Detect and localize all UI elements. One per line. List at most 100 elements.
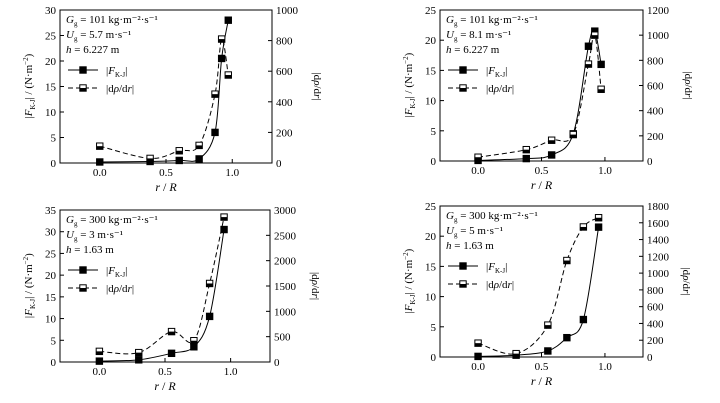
drho-point [195, 141, 203, 150]
y-right-tick-label: 400 [276, 97, 293, 109]
drho-point [569, 130, 577, 139]
x-tick-label: 1.0 [598, 361, 612, 373]
x-tick-label: 0.5 [535, 165, 549, 177]
y-left-tick-label: 0 [51, 158, 57, 170]
y-left-tick-label: 25 [425, 201, 437, 213]
legend-drho-label: |dρ/dr| [106, 283, 134, 295]
legend-fkj-label: |FK-J| [486, 65, 507, 79]
y-left-tick-label: 25 [425, 5, 437, 17]
fkj-point [217, 54, 226, 63]
y-right-tick-label: 1800 [647, 201, 670, 213]
param-h: h = 6.227 m [66, 44, 120, 56]
y-right-tick-label: 1600 [647, 218, 670, 230]
x-tick-label: 0.0 [471, 361, 485, 373]
drho-point [220, 213, 228, 221]
y-left-tick-label: 15 [45, 292, 57, 304]
legend: |FK-J| |dρ/dr| [448, 65, 514, 95]
y-left-tick-label: 10 [425, 292, 437, 304]
x-axis-label: r / R [531, 178, 553, 192]
y-right-tick-label: 0 [276, 158, 282, 170]
param-ug: Ug = 5 m·s⁻¹ [446, 225, 503, 239]
y-left-tick-label: 30 [45, 5, 57, 17]
y-left-tick-label: 5 [51, 335, 57, 347]
legend-fkj-label: |FK-J| [106, 65, 127, 79]
fkj-point [597, 60, 605, 69]
y-left-tick-label: 0 [51, 357, 57, 369]
fkj-curve [99, 229, 225, 362]
param-gg: Gg = 300 kg·m⁻²·s⁻¹ [446, 210, 538, 224]
fkj-point [594, 223, 603, 231]
param-ug: Ug = 3 m·s⁻¹ [66, 229, 123, 243]
x-tick-label: 0.0 [93, 366, 107, 378]
drho-point [594, 214, 603, 222]
y-right-tick-label: 800 [647, 285, 664, 297]
y-left-tick-label: 30 [45, 227, 57, 239]
drho-point [591, 31, 599, 39]
y-left-tick-label: 15 [425, 261, 437, 273]
y-left-tick-label: 25 [45, 248, 57, 260]
drho-point [584, 60, 593, 68]
y-right-axis-label: |dρ/dr| [680, 267, 692, 295]
legend: |FK-J| |dρ/dr| [68, 265, 134, 295]
legend-drho-label: |dρ/dr| [486, 83, 514, 95]
fkj-point [96, 158, 104, 166]
fkj-point [563, 333, 571, 342]
x-axis-label: r / R [154, 379, 176, 393]
drho-point [167, 327, 176, 336]
y-left-tick-label: 5 [431, 126, 437, 138]
x-tick-label: 1.0 [225, 167, 239, 179]
series-drho [474, 31, 605, 161]
y-right-tick-label: 400 [647, 318, 664, 330]
y-left-tick-label: 20 [45, 270, 57, 282]
y-right-tick-label: 600 [647, 81, 664, 93]
param-ug: Ug = 5.7 m·s⁻¹ [66, 29, 131, 43]
y-left-tick-label: 20 [45, 56, 57, 68]
param-h: h = 1.63 m [446, 240, 494, 252]
param-h: h = 1.63 m [66, 244, 114, 256]
y-left-axis-label: |FK-J| / (N·m−2) [402, 248, 417, 314]
y-right-tick-label: 3000 [274, 205, 297, 217]
y-left-tick-label: 5 [431, 322, 437, 334]
y-right-tick-label: 200 [276, 127, 293, 139]
y-right-tick-label: 200 [647, 335, 664, 347]
fkj-point [167, 349, 176, 358]
fkj-point [190, 343, 198, 351]
y-right-tick-label: 1000 [274, 306, 297, 318]
drho-point [135, 348, 143, 357]
y-right-tick-label: 1200 [647, 5, 670, 17]
fkj-point [474, 352, 482, 361]
drho-point [190, 337, 198, 345]
y-right-tick-label: 0 [647, 156, 653, 168]
series-drho [96, 35, 232, 163]
panel-top-left: 0.0 0.5 1.0 0 5 10 15 20 25 30 0 200 400 600 800 1000 r … [22, 5, 323, 194]
y-left-axis-label: |FK-J| / (N·m−2) [22, 253, 37, 319]
y-right-tick-label: 200 [647, 131, 664, 143]
drho-point [205, 279, 214, 288]
fkj-point [544, 347, 552, 355]
param-gg: Gg = 101 kg·m⁻²·s⁻¹ [446, 14, 538, 28]
fkj-point [224, 16, 232, 24]
y-right-tick-label: 2500 [274, 230, 297, 242]
y-left-tick-label: 10 [45, 314, 57, 326]
y-right-tick-label: 1400 [647, 235, 670, 247]
drho-point [95, 347, 104, 356]
legend-fkj-marker [459, 66, 467, 74]
legend-drho-marker [459, 280, 467, 288]
drho-point [597, 85, 605, 93]
y-left-tick-label: 25 [45, 31, 57, 43]
x-tick-label: 0.5 [535, 361, 549, 373]
y-left-tick-label: 35 [45, 205, 57, 217]
panel-bottom-right: 0.0 0.5 1.0 0 5 10 15 20 25 0 200 400 600 800 1000 1200… [402, 201, 692, 388]
drho-point [211, 90, 219, 98]
y-right-tick-label: 2000 [274, 256, 297, 268]
y-right-tick-label: 1000 [647, 268, 670, 280]
param-gg: Gg = 300 kg·m⁻²·s⁻¹ [66, 214, 158, 228]
y-left-tick-label: 20 [425, 35, 437, 47]
legend: |FK-J| |dρ/dr| [68, 65, 134, 95]
legend-drho-label: |dρ/dr| [486, 279, 514, 291]
y-right-tick-label: 600 [647, 302, 664, 314]
legend-drho-marker [79, 84, 87, 92]
fkj-point [579, 315, 588, 324]
y-left-tick-label: 0 [431, 156, 437, 168]
